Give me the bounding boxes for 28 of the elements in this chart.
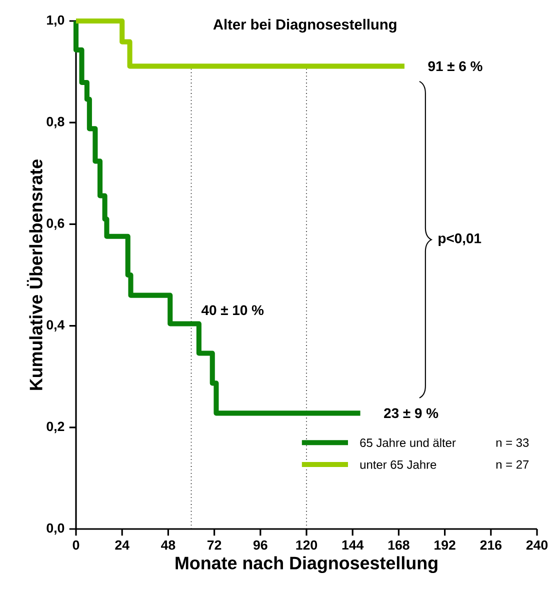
chart-title: Alter bei Diagnosestellung	[213, 18, 396, 33]
annotation: n = 27	[496, 460, 529, 469]
x-tick-label: 240	[526, 540, 548, 550]
x-tick-label: 72	[207, 540, 222, 550]
annotation: n = 33	[496, 438, 529, 447]
x-tick-label: 120	[296, 540, 318, 550]
x-tick-label: 168	[388, 540, 410, 550]
y-tick-label: 0,0	[46, 523, 64, 535]
y-tick-label: 1,0	[47, 15, 64, 27]
y-tick-label: 0,8	[46, 116, 64, 128]
legend-label: unter 65 Jahre	[360, 460, 436, 469]
x-tick-label: 216	[480, 540, 502, 550]
y-tick-label: 0,6	[46, 218, 64, 230]
legend-label: 65 Jahre und älter	[360, 438, 456, 448]
y-axis-title: Kumulative Überlebensrate	[26, 160, 42, 390]
annotation: 91 ± 6 %	[428, 61, 482, 72]
x-tick-label: 48	[161, 540, 176, 550]
annotation: 40 ± 10 %	[201, 305, 264, 316]
x-axis-title: Monate nach Diagnosestellung	[176, 556, 438, 573]
y-tick-label: 0,2	[46, 422, 64, 434]
x-tick-label: 24	[115, 540, 130, 550]
annotation: 23 ± 9 %	[384, 408, 438, 418]
x-tick-label: 0	[72, 540, 80, 550]
annotation: p<0,01	[438, 233, 482, 246]
x-tick-label: 96	[253, 540, 268, 550]
y-tick-label: 0,4	[46, 320, 65, 332]
x-tick-label: 144	[342, 540, 364, 550]
x-tick-label: 192	[434, 540, 456, 550]
